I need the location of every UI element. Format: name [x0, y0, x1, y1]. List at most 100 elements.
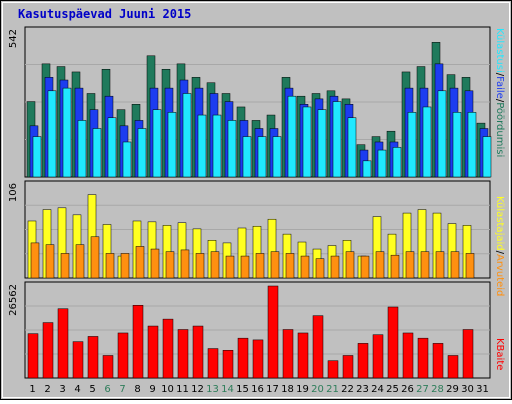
bar-kbytes — [372, 334, 384, 379]
bar-kbytes — [327, 360, 339, 379]
bar-sites — [315, 258, 325, 279]
bar-sites — [285, 253, 295, 279]
x-tick-label: 27 — [416, 384, 429, 395]
legend-entry: Arvuteid — [494, 254, 505, 296]
bar-kbytes — [42, 322, 54, 379]
bar-hits — [257, 136, 267, 178]
bar-sites — [255, 253, 265, 279]
bar-kbytes — [357, 343, 369, 379]
legend: KBaite — [494, 338, 505, 370]
bar-sites — [390, 254, 400, 279]
bar-hits — [137, 128, 147, 178]
bevel — [2, 2, 510, 398]
bar-sites — [450, 251, 460, 279]
legend-entry: Pöördumisi — [494, 102, 505, 157]
bar-kbytes — [267, 285, 279, 379]
bar-kbytes — [342, 355, 354, 379]
x-tick-label: 18 — [281, 384, 294, 395]
bar-kbytes — [402, 332, 414, 379]
x-tick-label: 25 — [386, 384, 399, 395]
bar-kbytes — [27, 333, 39, 379]
x-tick-label: 2 — [44, 384, 50, 395]
bar-kbytes — [252, 339, 264, 379]
x-tick-label: 29 — [446, 384, 459, 395]
bar-kbytes — [387, 306, 399, 379]
bar-hits — [122, 141, 132, 178]
bar-sites — [60, 253, 70, 279]
x-tick-label: 31 — [476, 384, 489, 395]
x-tick-label: 5 — [89, 384, 95, 395]
bar-kbytes — [237, 337, 249, 379]
bar-sites — [240, 255, 250, 279]
bar-hits — [77, 120, 87, 178]
legend-entry: / — [494, 251, 505, 255]
legend-entry: KBaite — [494, 338, 505, 370]
x-tick-label: 26 — [401, 384, 414, 395]
bar-sites — [405, 251, 415, 279]
bar-sites — [270, 251, 280, 279]
x-tick-label: 14 — [221, 384, 234, 395]
legend-entry: / — [494, 99, 505, 103]
bar-sites — [375, 251, 385, 279]
x-tick-label: 19 — [296, 384, 309, 395]
bar-hits — [152, 109, 162, 178]
bar-hits — [92, 128, 102, 178]
bar-hits — [107, 117, 117, 178]
legend: Külastajaid/Arvuteid — [494, 196, 505, 296]
bar-kbytes — [57, 308, 69, 379]
bar-sites — [90, 236, 100, 279]
bar-kbytes — [87, 336, 99, 379]
bar-hits — [212, 114, 222, 178]
bar-kbytes — [282, 329, 294, 379]
y-max-label: 542 — [8, 29, 19, 48]
bar-hits — [437, 90, 447, 178]
bar-sites — [435, 251, 445, 279]
bar-kbytes — [297, 332, 309, 379]
x-tick-label: 13 — [206, 384, 219, 395]
y-max-label: 26562 — [8, 284, 19, 316]
x-tick-label: 15 — [236, 384, 249, 395]
bar-sites — [345, 251, 355, 279]
bar-sites — [120, 253, 130, 279]
bar-sites — [135, 246, 145, 279]
x-tick-label: 1 — [29, 384, 35, 395]
x-tick-label: 28 — [431, 384, 444, 395]
legend-entry: / — [494, 73, 505, 77]
bar-sites — [330, 255, 340, 279]
bar-kbytes — [462, 329, 474, 379]
legend-entry: Külastajaid — [494, 196, 505, 251]
bar-hits — [452, 112, 462, 178]
bar-hits — [347, 117, 357, 178]
bar-kbytes — [177, 329, 189, 379]
bar-hits — [332, 101, 342, 178]
x-tick-label: 8 — [134, 384, 140, 395]
x-tick-label: 11 — [176, 384, 189, 395]
x-tick-label: 17 — [266, 384, 279, 395]
x-tick-label: 22 — [341, 384, 354, 395]
bar-sites — [180, 249, 190, 279]
legend-entry: Faile — [494, 76, 505, 99]
bar-hits — [467, 112, 477, 178]
bar-hits — [242, 136, 252, 178]
bar-hits — [167, 112, 177, 178]
bar-hits — [47, 90, 57, 178]
bar-hits — [197, 114, 207, 178]
bar-sites — [165, 251, 175, 279]
bar-kbytes — [162, 318, 174, 379]
bar-sites — [75, 244, 85, 279]
x-tick-label: 10 — [161, 384, 174, 395]
x-tick-label: 4 — [74, 384, 80, 395]
y-max-label: 106 — [8, 183, 19, 202]
x-tick-label: 20 — [311, 384, 324, 395]
x-tick-label: 30 — [461, 384, 474, 395]
bar-hits — [377, 149, 387, 178]
x-tick-label: 6 — [104, 384, 110, 395]
x-tick-label: 9 — [149, 384, 155, 395]
bar-kbytes — [132, 305, 144, 379]
bar-hits — [227, 120, 237, 178]
bar-hits — [287, 95, 297, 178]
bar-hits — [272, 136, 282, 178]
bar-sites — [360, 255, 370, 279]
bar-kbytes — [312, 315, 324, 379]
